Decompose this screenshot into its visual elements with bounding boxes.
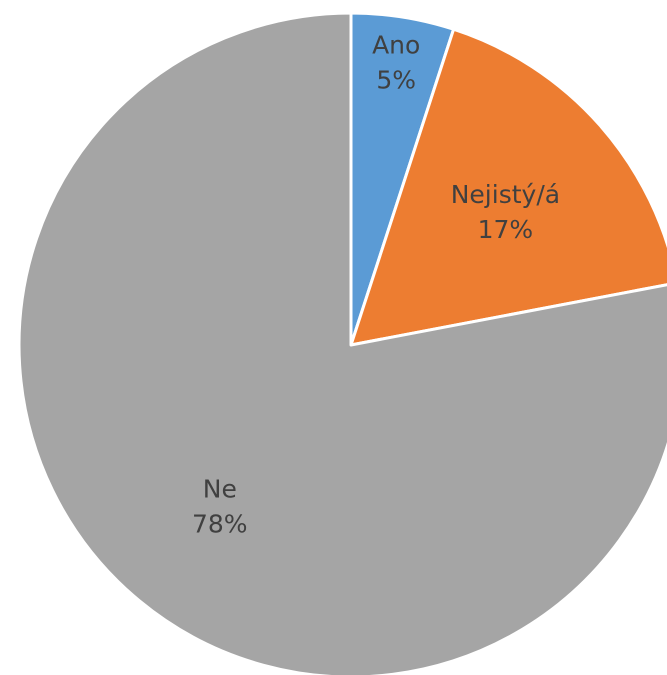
- pie-label-value: 5%: [376, 66, 416, 95]
- pie-label-value: 17%: [478, 215, 534, 244]
- pie-data-labels: Ano 5% Nejistý/á 17% Ne 78%: [192, 31, 560, 539]
- pie-slice-2: [17, 11, 667, 675]
- pie-label-2: Ne 78%: [192, 475, 248, 539]
- pie-label-category: Nejistý/á: [451, 180, 560, 209]
- pie-label-1: Nejistý/á 17%: [451, 180, 560, 244]
- pie-label-0: Ano 5%: [372, 31, 420, 95]
- pie-label-value: 78%: [192, 510, 248, 539]
- pie-slices: [17, 11, 667, 675]
- pie-label-category: Ne: [203, 475, 237, 504]
- pie-label-category: Ano: [372, 31, 420, 60]
- pie-slice-1: [349, 27, 667, 347]
